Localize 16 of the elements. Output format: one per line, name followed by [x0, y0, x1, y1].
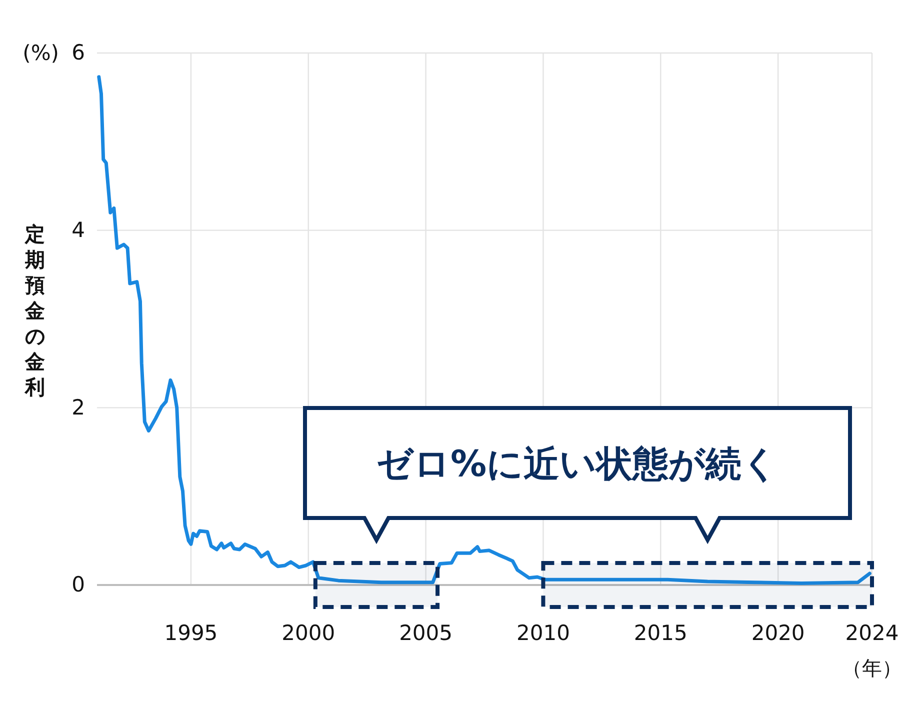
y-tick-label: 6 — [72, 40, 85, 65]
x-tick-label: 2000 — [282, 620, 336, 645]
x-tick-label: 2015 — [634, 620, 688, 645]
text: (%) — [22, 41, 59, 65]
x-axis-title: （年） — [842, 656, 902, 680]
y-tick-label: 0 — [72, 572, 85, 597]
x-tick-label: 1995 — [164, 620, 218, 645]
x-tick-label: 2005 — [399, 620, 453, 645]
x-tick-label: 2020 — [751, 620, 805, 645]
line-series — [97, 75, 872, 585]
x-tick-label: 2024 — [845, 620, 899, 645]
annotation: ゼロ%に近い状態が続く — [376, 444, 779, 485]
y-axis-title: 定期預金の金利 — [24, 222, 45, 399]
y-tick-label: 4 — [72, 218, 85, 242]
y-tick-label: 2 — [72, 395, 85, 420]
x-tick-label: 2010 — [516, 620, 570, 645]
